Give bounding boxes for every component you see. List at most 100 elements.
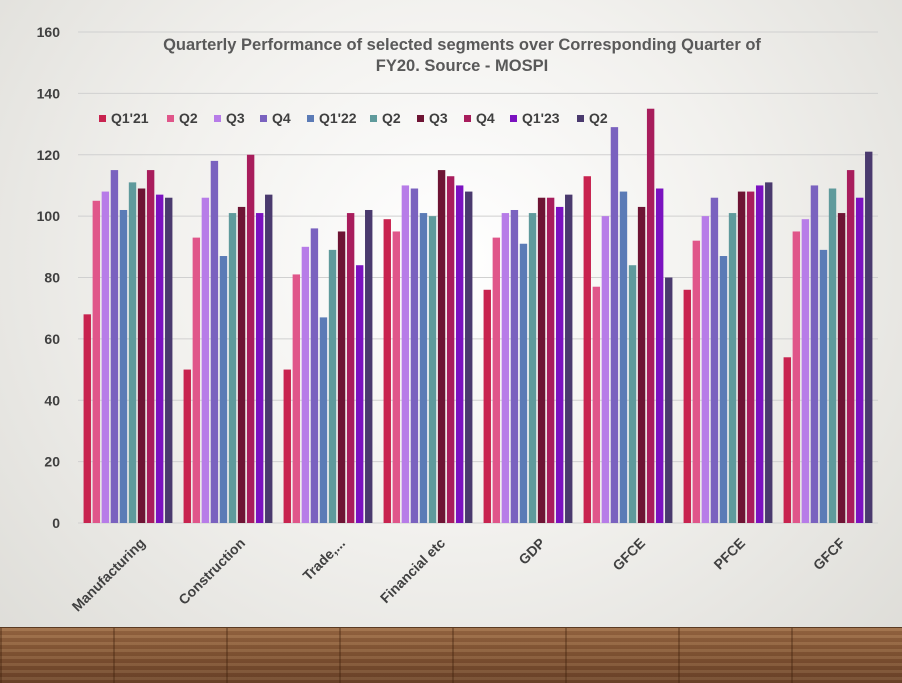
legend-swatch [260,115,267,122]
legend-swatch [99,115,106,122]
bar [565,194,573,523]
bar [165,197,173,523]
chart-title-line-1: Quarterly Performance of selected segmen… [163,36,761,54]
bar [392,231,401,523]
bar [719,256,728,523]
bar [192,237,201,524]
bar [365,209,373,524]
legend: Q1'21 Q2 Q3 Q4 Q1'22 Q2 Q3 Q4 Q1'23 Q2 [99,110,608,126]
legend-swatch [370,115,377,122]
bar [128,182,137,523]
legend-label: Q2 [179,110,198,126]
bar [101,191,110,523]
bar [728,213,737,523]
bar [792,231,801,523]
bar [665,277,673,523]
bar [646,108,655,523]
bar [801,219,810,523]
legend-label: Q2 [589,110,608,126]
bar [683,289,691,523]
bar [301,246,310,523]
bar [283,369,291,523]
bar [528,213,537,523]
legend-label: Q4 [476,110,495,126]
y-tick-label: 40 [44,392,60,408]
legend-label: Q1'23 [522,110,560,126]
x-category-label: Trade,... [299,535,348,584]
bar [783,357,791,523]
bar [592,286,601,523]
bar [701,216,710,524]
bar [755,185,764,523]
bar [737,191,746,523]
legend-swatch [464,115,471,122]
bar [355,265,364,523]
bar [465,191,473,523]
bar [246,154,255,523]
legend-label: Q4 [272,110,291,126]
x-category-label: Construction [175,535,248,608]
x-category-label: GDP [515,535,548,568]
bar [510,209,519,524]
legend-swatch [510,115,517,122]
y-tick-label: 0 [52,515,60,531]
bar [228,213,237,523]
bar [710,197,719,523]
bar [692,240,701,523]
bar [819,249,828,523]
bar [310,228,319,523]
bar [483,289,491,523]
bar [583,176,591,524]
legend-label: Q3 [429,110,448,126]
legend-label: Q2 [382,110,401,126]
y-tick-label: 160 [37,24,61,40]
y-axis-ticks: 0 20 40 60 80 100 120 140 160 [37,24,61,531]
bar [237,206,246,524]
bar [810,185,819,523]
bar [346,213,355,523]
bar [219,256,228,523]
bar [265,194,273,523]
bar [146,170,155,523]
bar [628,265,637,523]
bar [410,188,419,523]
bar [637,206,646,524]
x-category-label: GFCE [609,535,648,574]
bar [746,191,755,523]
bar [92,200,101,523]
y-tick-label: 60 [44,331,60,347]
bar [328,249,337,523]
bar [119,209,128,524]
legend-label: Q1'21 [111,110,149,126]
bar [546,197,555,523]
legend-label: Q1'22 [319,110,357,126]
legend-swatch [417,115,424,122]
wood-floor-decoration [0,627,902,683]
bar [455,185,464,523]
bar [319,317,328,523]
y-tick-label: 100 [37,208,61,224]
bar [519,243,528,524]
bar [110,170,119,523]
x-category-label: Financial etc [377,535,448,606]
bar [201,197,210,523]
bar [601,216,610,524]
bar [446,176,455,524]
x-category-label: PFCE [710,535,748,573]
bar [837,213,846,523]
bar [537,197,546,523]
y-tick-label: 80 [44,270,60,286]
bar [865,151,873,523]
bar [655,188,664,523]
x-category-label: GFCF [810,534,849,573]
bar [428,216,437,524]
y-tick-label: 140 [37,85,61,101]
legend-swatch [167,115,174,122]
x-category-label: Manufacturing [69,535,149,615]
bar [846,170,855,523]
legend-label: Q3 [226,110,245,126]
bar [337,231,346,523]
legend-swatch [307,115,314,122]
